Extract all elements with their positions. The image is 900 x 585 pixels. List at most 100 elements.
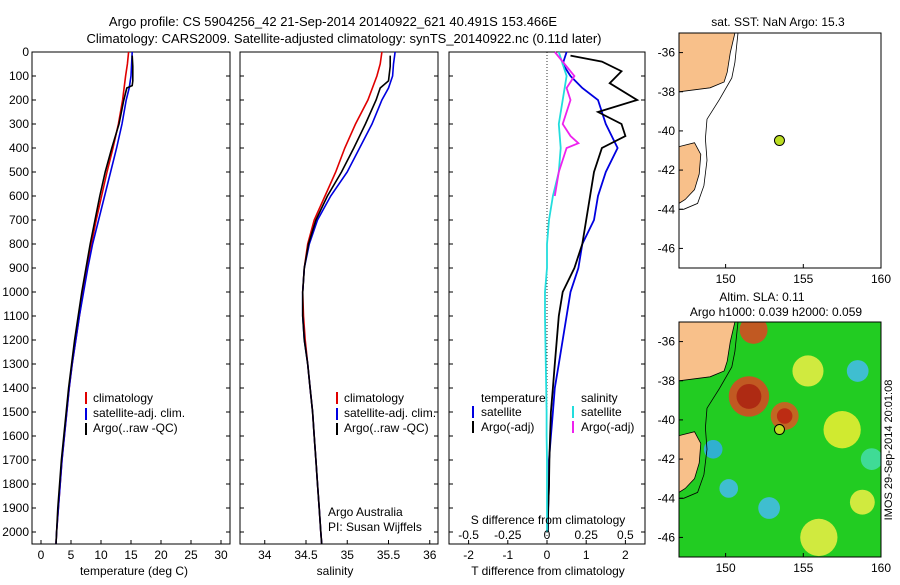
map-frame bbox=[678, 32, 882, 269]
salinity-x-tick-label: 36 bbox=[423, 548, 437, 562]
depth-tick-label: 1700 bbox=[2, 453, 29, 467]
map-lat-tick-label: -42 bbox=[658, 452, 676, 466]
difference-s-tick-labels: -0.5 -0.25 0 0.25 0.5 bbox=[458, 528, 634, 542]
sla-anomaly-blob bbox=[846, 360, 869, 382]
difference-lines bbox=[544, 51, 640, 533]
map-content bbox=[679, 322, 881, 557]
temperature-x-tick-label: 0 bbox=[38, 548, 45, 562]
diff-legend-temp-argo: Argo(-adj) bbox=[481, 420, 534, 434]
depth-tick-label: 1400 bbox=[2, 381, 29, 395]
mainland-coast bbox=[679, 33, 736, 93]
map-lat-tick-label: -38 bbox=[658, 374, 676, 388]
depth-tick-label: 1200 bbox=[2, 333, 29, 347]
diff-legend-sal-argo: Argo(-adj) bbox=[581, 420, 634, 434]
depth-axis: 0 100 200 300 400 500 600 700 800 900 1000 1100 1200… bbox=[2, 45, 230, 539]
depth-tick-label: 1500 bbox=[2, 405, 29, 419]
temperature-x-axis: 0 5 10 15 20 25 30 bbox=[38, 540, 228, 562]
depth-tick-label: 300 bbox=[9, 117, 29, 131]
argo-float-marker bbox=[773, 135, 785, 147]
temperature-legend: climatology satellite-adj. clim. Argo(..… bbox=[85, 391, 185, 435]
map-lon-tick-label: 160 bbox=[871, 561, 891, 575]
salinity-x-label: salinity bbox=[317, 564, 354, 578]
temp-legend-satellite: satellite-adj. clim. bbox=[93, 406, 185, 420]
salinity-x-axis: 34 34.5 35 35.5 36 bbox=[258, 540, 437, 562]
depth-tick-label: 1800 bbox=[2, 477, 29, 491]
temperature-line-argo bbox=[55, 55, 134, 545]
temperature-panel: 0100200300400500600700800900100011001200… bbox=[2, 45, 231, 578]
difference-legend: temperature satellite Argo(-adj) salinit… bbox=[472, 391, 634, 434]
sla-anomaly-blob bbox=[860, 448, 881, 470]
depth-tick-label: 200 bbox=[9, 93, 29, 107]
depth-tick-label: 1900 bbox=[2, 501, 29, 515]
salinity-lines bbox=[301, 51, 396, 545]
diff-legend-temp-satellite: satellite bbox=[481, 405, 522, 419]
depth-tick-label: 1600 bbox=[2, 429, 29, 443]
salinity-x-tick-label: 34 bbox=[258, 548, 272, 562]
depth-tick-label: 400 bbox=[9, 141, 29, 155]
salinity-annotation-2: PI: Susan Wijffels bbox=[328, 520, 422, 534]
argo-float-marker bbox=[773, 424, 785, 436]
t-difference-label: T difference from climatology bbox=[471, 564, 625, 578]
temperature-x-tick-label: 5 bbox=[68, 548, 75, 562]
tasmania-coast bbox=[679, 431, 702, 493]
depth-tick-label: 900 bbox=[9, 261, 29, 275]
salinity-panel: 34 34.5 35 35.5 36 climatology satellite-adj… bbox=[239, 51, 439, 578]
temp-legend-argo: Argo(..raw -QC) bbox=[93, 421, 178, 435]
sla-anomaly-blob bbox=[823, 411, 861, 449]
sla-anomaly-blob bbox=[719, 479, 739, 498]
salinity-x-tick-label: 35 bbox=[341, 548, 355, 562]
sla-map-title-1: Altim. SLA: 0.11 bbox=[719, 290, 804, 304]
depth-tick-label: 500 bbox=[9, 165, 29, 179]
salinity-annotation-1: Argo Australia bbox=[328, 505, 403, 519]
depth-tick-label: 700 bbox=[9, 213, 29, 227]
map-lat-tick-label: -36 bbox=[658, 46, 676, 60]
imos-timestamp: IMOS 29-Sep-2014 20:01:08 bbox=[883, 380, 895, 521]
map-lon-tick-label: 155 bbox=[793, 561, 813, 575]
temperature-line-satellite bbox=[55, 51, 133, 545]
salinity-plot-frame bbox=[239, 51, 439, 545]
difference-t-tick-label: -2 bbox=[463, 548, 474, 562]
salinity-line-argo bbox=[301, 55, 392, 545]
sla-anomaly-blob bbox=[849, 489, 875, 515]
diff-legend-sal-title: salinity bbox=[581, 391, 618, 405]
sla-map-title-2: Argo h1000: 0.039 h2000: 0.059 bbox=[690, 305, 862, 319]
difference-t-tick-label: -1 bbox=[502, 548, 513, 562]
map-lat-tick-label: -44 bbox=[658, 202, 676, 216]
sal-legend-climatology: climatology bbox=[344, 391, 404, 405]
difference-s-tick-label: 0.5 bbox=[617, 528, 634, 542]
map-lat-tick-label: -46 bbox=[658, 241, 676, 255]
temperature-x-label: temperature (deg C) bbox=[80, 564, 188, 578]
tasmania-coast bbox=[679, 142, 702, 204]
difference-s-tick-label: 0 bbox=[544, 528, 551, 542]
map-lat-tick-label: -40 bbox=[658, 124, 676, 138]
temperature-x-tick-label: 20 bbox=[154, 548, 168, 562]
sla-anomaly-blob bbox=[792, 355, 824, 387]
temperature-x-tick-label: 15 bbox=[124, 548, 138, 562]
s-difference-label: S difference from climatology bbox=[471, 513, 626, 527]
difference-t-axis: -2 -1 0 1 2 bbox=[463, 540, 629, 562]
salinity-legend: climatology satellite-adj. clim. Argo(..… bbox=[336, 391, 436, 435]
map-lat-tick-label: -46 bbox=[658, 530, 676, 544]
map-lat-tick-label: -36 bbox=[658, 335, 676, 349]
difference-t-tick-label: 2 bbox=[622, 548, 629, 562]
sla-map: 150 155 160 -36 -38 -40 -42 -44 -46 bbox=[658, 321, 891, 575]
map-frame bbox=[678, 321, 882, 558]
depth-tick-label: 800 bbox=[9, 237, 29, 251]
sla-anomaly-blob bbox=[758, 497, 780, 519]
depth-tick-label: 600 bbox=[9, 189, 29, 203]
difference-s-tick-label: -0.25 bbox=[494, 528, 522, 542]
temperature-x-tick-label: 10 bbox=[94, 548, 108, 562]
temperature-x-tick-label: 30 bbox=[214, 548, 228, 562]
difference-s-tick-label: 0.25 bbox=[575, 528, 599, 542]
depth-tick-label: 1100 bbox=[3, 309, 29, 323]
sla-anomaly-blob bbox=[739, 322, 768, 344]
mainland-coast bbox=[679, 322, 736, 382]
difference-line-argo bbox=[546, 54, 640, 533]
depth-tick-label: 1300 bbox=[2, 357, 29, 371]
map-lat-tick-label: -42 bbox=[658, 163, 676, 177]
salinity-depth-ticks bbox=[240, 51, 438, 533]
sla-anomaly-blob bbox=[703, 439, 723, 459]
salinity-x-tick-label: 35.5 bbox=[377, 548, 401, 562]
shelf-contour bbox=[679, 322, 739, 499]
